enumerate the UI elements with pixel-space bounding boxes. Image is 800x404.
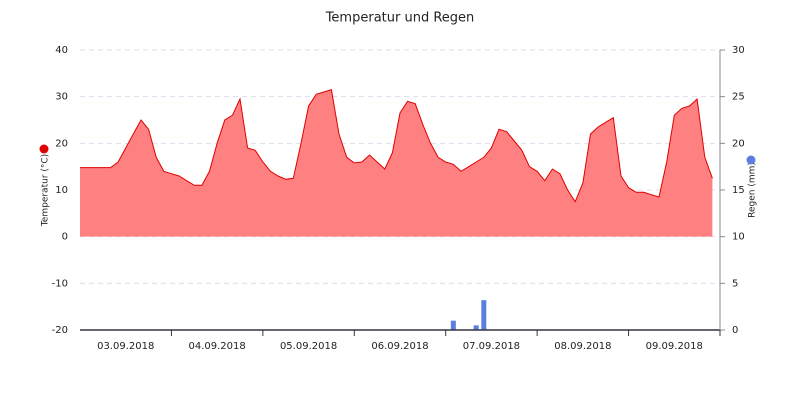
x-tick-label: 03.09.2018 <box>97 341 154 352</box>
rain-bar <box>473 325 479 330</box>
y-tick-label: -10 <box>52 278 68 289</box>
y2-tick-label: 20 <box>732 138 745 149</box>
y-tick-label: -20 <box>52 325 68 336</box>
y2-tick-label: 5 <box>732 278 738 289</box>
x-tick-label: 08.09.2018 <box>554 341 611 352</box>
x-tick-label: 09.09.2018 <box>646 341 703 352</box>
x-tick-label: 04.09.2018 <box>189 341 246 352</box>
y2-tick-label: 0 <box>732 325 738 336</box>
series-marker <box>746 155 756 165</box>
x-tick-label: 06.09.2018 <box>371 341 428 352</box>
temperature-line <box>80 89 713 203</box>
temperature-area <box>80 89 713 237</box>
rain-bar <box>481 300 487 330</box>
y-tick-label: 40 <box>55 45 68 56</box>
y-tick-label: 20 <box>55 138 68 149</box>
y-tick-label: 10 <box>55 185 68 196</box>
y-tick-label: 30 <box>55 92 68 103</box>
y2-tick-label: 10 <box>732 232 745 243</box>
x-tick-label: 05.09.2018 <box>280 341 337 352</box>
series-marker <box>39 144 49 154</box>
y2-tick-label: 25 <box>732 92 745 103</box>
y2-tick-label: 30 <box>732 45 745 56</box>
y-axis-label: Temperatur (°C) <box>41 154 51 227</box>
x-tick-label: 07.09.2018 <box>463 341 520 352</box>
chart-title: Temperatur und Regen <box>325 11 475 26</box>
y2-axis-label: Regen (mm) <box>748 162 758 218</box>
y-tick-label: 0 <box>62 232 68 243</box>
y2-tick-label: 15 <box>732 185 745 196</box>
rain-bar <box>450 320 456 330</box>
